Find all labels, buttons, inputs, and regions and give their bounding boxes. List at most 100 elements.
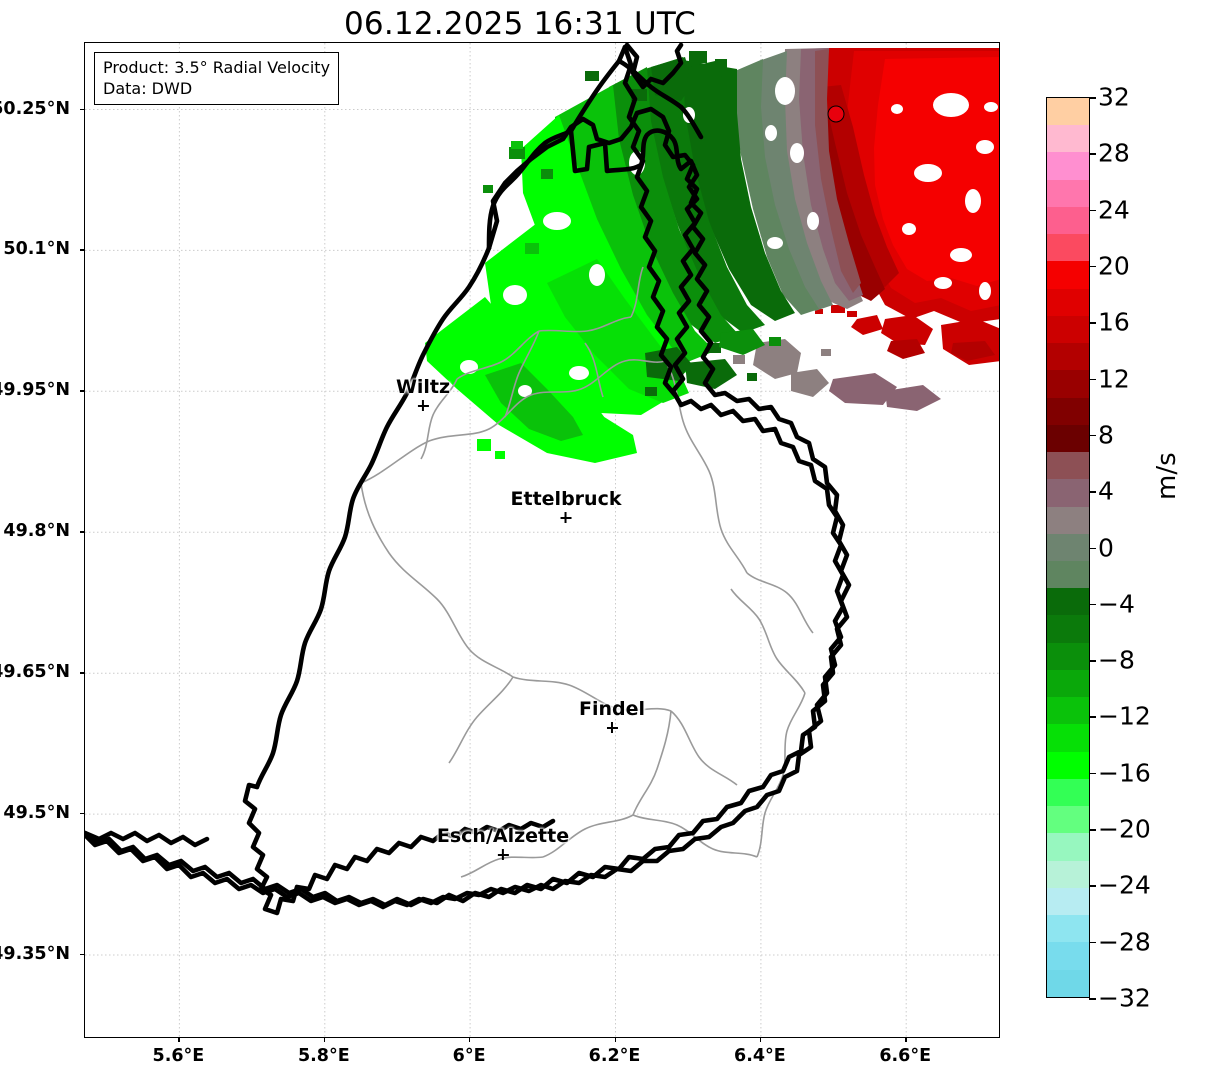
colorbar-band: [1047, 179, 1089, 207]
colorbar-tick-mark: [1089, 547, 1096, 549]
colorbar-tick-label: −28: [1098, 927, 1151, 957]
colorbar-tick-mark: [1089, 772, 1096, 775]
colorbar-band: [1047, 969, 1089, 997]
colorbar-tick-mark: [1089, 829, 1096, 831]
data-source-line: Data: DWD: [103, 79, 193, 99]
outbound-echo-region: [807, 48, 999, 365]
colorbar-band: [1047, 98, 1089, 126]
x-tick-label: 5.8°E: [297, 1046, 350, 1066]
colorbar-band: [1047, 424, 1089, 453]
colorbar-tick-mark: [1089, 322, 1096, 324]
city-name: Findel: [578, 698, 646, 720]
colorbar-band: [1047, 152, 1089, 180]
colorbar-tick-mark: [1089, 209, 1096, 212]
outer-country-borders: [85, 43, 684, 848]
colorbar-tick-label: 28: [1098, 138, 1130, 168]
colorbar-tick-label: 12: [1098, 364, 1130, 394]
colorbar-band: [1047, 887, 1089, 916]
colorbar-tick-mark: [1089, 716, 1096, 718]
luxembourg-outline: [85, 106, 852, 908]
colorbar-band: [1047, 261, 1089, 289]
colorbar-band: [1047, 697, 1089, 725]
colorbar-tick-label: −20: [1098, 814, 1151, 844]
x-tick-mark: [759, 1038, 762, 1042]
radar-velocity-field: [408, 48, 999, 463]
colorbar-band: [1047, 669, 1089, 698]
colorbar-band: [1047, 397, 1089, 425]
colorbar-tick-mark: [1089, 491, 1096, 493]
x-tick-label: 6.4°E: [734, 1046, 786, 1066]
x-tick-label: 6.2°E: [588, 1046, 641, 1066]
colorbar-tick-label: 32: [1098, 82, 1130, 112]
colorbar-band: [1047, 778, 1089, 807]
map-canvas: [85, 43, 999, 1037]
colorbar-band: [1047, 724, 1089, 752]
x-tick-mark: [469, 1038, 471, 1042]
city-marker-icon: [497, 849, 509, 860]
city-label-findel: Findel: [579, 698, 645, 733]
colorbar-band: [1047, 506, 1089, 534]
colorbar-tick-mark: [1089, 941, 1096, 944]
moselle-border: [622, 44, 678, 398]
city-marker-icon: [606, 722, 618, 733]
colorbar-band: [1047, 642, 1089, 670]
colorbar-tick-label: −16: [1098, 758, 1151, 788]
colorbar-tick-label: 8: [1098, 420, 1114, 450]
internal-borders: [360, 266, 814, 878]
city-label-ettelbruck: Ettelbruck: [510, 488, 622, 523]
city-name: Esch/Alzette: [436, 825, 570, 847]
colorbar-tick-mark: [1089, 660, 1096, 662]
colorbar-band: [1047, 370, 1089, 398]
colorbar-band: [1047, 288, 1089, 316]
product-line: Product: 3.5° Radial Velocity: [103, 58, 331, 77]
map-plot-area[interactable]: Wiltz Ettelbruck Findel Esch/Alzette: [84, 42, 1000, 1038]
colorbar-band: [1047, 125, 1089, 153]
page-title: 06.12.2025 16:31 UTC: [344, 6, 696, 42]
x-tick-label: 6°E: [452, 1046, 486, 1066]
colorbar-tick-label: 20: [1098, 251, 1130, 281]
city-label-wiltz: Wiltz: [396, 376, 450, 411]
y-tick-label: 49.65°N: [0, 662, 70, 683]
colorbar-band: [1047, 343, 1089, 371]
y-tick-mark: [80, 390, 84, 392]
colorbar-band: [1047, 806, 1089, 834]
colorbar-band: [1047, 942, 1089, 970]
colorbar-tick-mark: [1089, 153, 1096, 155]
product-info-box: Product: 3.5° Radial Velocity Data: DWD: [94, 52, 340, 106]
colorbar-tick-label: −8: [1098, 645, 1135, 675]
colorbar-units-label: m/s: [1152, 452, 1182, 500]
x-tick-mark: [323, 1038, 326, 1042]
radar-site-marker[interactable]: [827, 105, 845, 123]
colorbar-band: [1047, 751, 1089, 779]
y-tick-mark: [80, 954, 84, 956]
colorbar-band: [1047, 915, 1089, 943]
colorbar-tick-mark: [1089, 265, 1096, 268]
x-tick-mark: [178, 1038, 180, 1042]
city-marker-icon: [417, 400, 429, 411]
zero-isodop-region: [733, 48, 941, 411]
colorbar-band: [1047, 315, 1089, 344]
colorbar-tick-label: −24: [1098, 870, 1151, 900]
colorbar-tick-mark: [1089, 603, 1096, 606]
velocity-colorbar[interactable]: [1046, 97, 1090, 998]
x-tick-label: 5.6°E: [152, 1046, 205, 1066]
city-label-esch-alzette: Esch/Alzette: [437, 825, 569, 860]
colorbar-tick-mark: [1089, 434, 1096, 437]
colorbar-tick-mark: [1089, 97, 1096, 99]
colorbar-tick-mark: [1089, 998, 1096, 1000]
city-name: Wiltz: [395, 376, 451, 398]
colorbar-band: [1047, 533, 1089, 561]
colorbar-band: [1047, 833, 1089, 861]
y-tick-mark: [80, 108, 84, 110]
x-tick-mark: [905, 1038, 907, 1042]
colorbar-tick-label: 24: [1098, 195, 1130, 225]
y-tick-label: 49.8°N: [3, 521, 70, 542]
colorbar-tick-label: −4: [1098, 589, 1135, 619]
y-tick-label: 50.1°N: [3, 239, 70, 260]
colorbar-band: [1047, 615, 1089, 643]
colorbar-band: [1047, 206, 1089, 235]
city-name: Ettelbruck: [510, 488, 622, 510]
x-tick-label: 6.6°E: [879, 1046, 932, 1066]
map-gridlines: [85, 43, 999, 1037]
